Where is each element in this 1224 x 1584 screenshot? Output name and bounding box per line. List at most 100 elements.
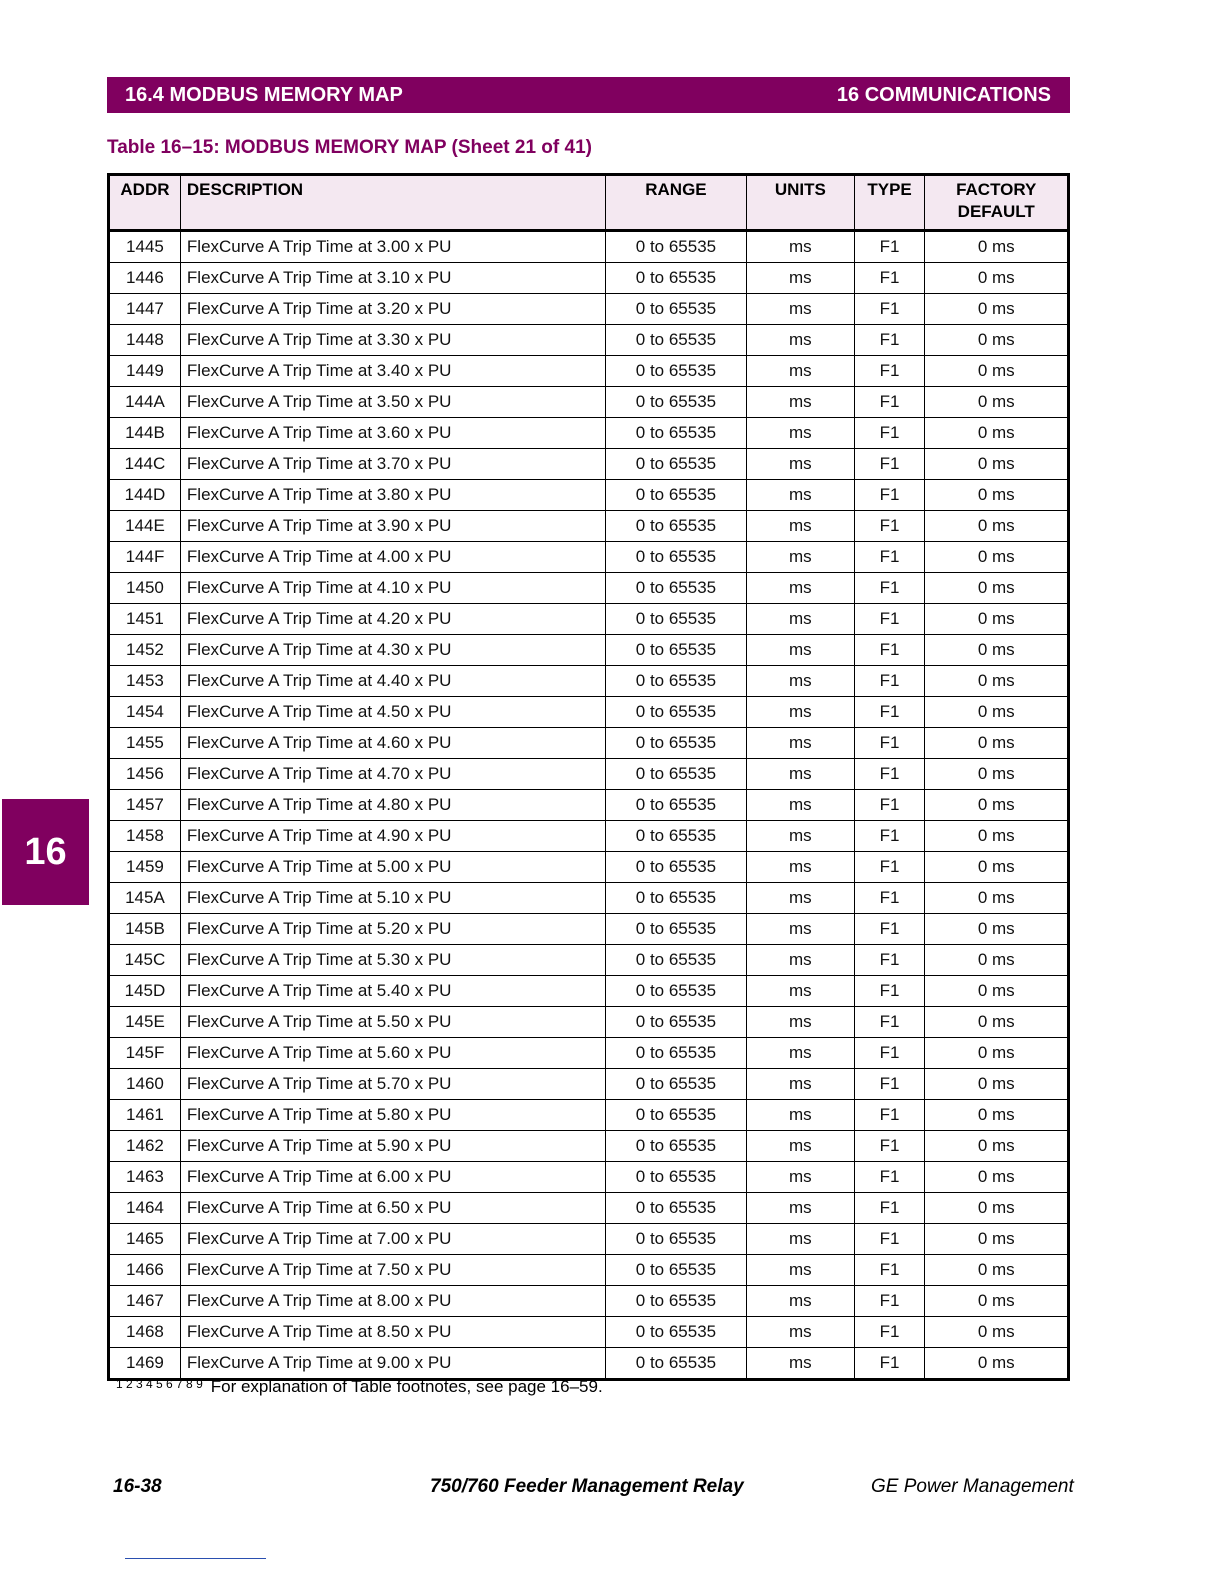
cell-range: 0 to 65535 — [604, 510, 747, 542]
cell-units: ms — [746, 634, 855, 666]
footnote-marks: 1 2 3 4 5 6 7 8 9 — [116, 1377, 203, 1391]
cell-units: ms — [746, 324, 855, 356]
cell-addr: 1469 — [108, 1347, 181, 1380]
cell-units: ms — [746, 944, 855, 976]
table-row: 1448 FlexCurve A Trip Time at 3.30 x PU 0 … — [108, 324, 1069, 356]
table-row: 1466 FlexCurve A Trip Time at 7.50 x PU 0 … — [108, 1254, 1069, 1286]
cell-description: FlexCurve A Trip Time at 4.70 x PU — [179, 758, 606, 790]
section-header-bar: 16.4 MODBUS MEMORY MAP 16 COMMUNICATIONS — [107, 77, 1070, 113]
cell-default: 0 ms — [924, 944, 1069, 976]
cell-range: 0 to 65535 — [604, 1161, 747, 1193]
cell-range: 0 to 65535 — [604, 479, 747, 511]
cell-type: F1 — [853, 355, 925, 387]
footer-company: GE Power Management — [871, 1476, 1074, 1497]
cell-default: 0 ms — [924, 293, 1069, 325]
cell-addr: 145F — [108, 1037, 181, 1069]
cell-addr: 1450 — [108, 572, 181, 604]
cell-units: ms — [746, 851, 855, 883]
table-header-row: ADDR DESCRIPTION RANGE UNITS TYPE FACTOR… — [108, 174, 1069, 232]
cell-addr: 1451 — [108, 603, 181, 635]
cell-range: 0 to 65535 — [604, 603, 747, 635]
cell-addr: 1462 — [108, 1130, 181, 1162]
cell-default: 0 ms — [924, 696, 1069, 728]
cell-range: 0 to 65535 — [604, 758, 747, 790]
cell-default: 0 ms — [924, 882, 1069, 914]
cell-addr: 1463 — [108, 1161, 181, 1193]
table-row: 1465 FlexCurve A Trip Time at 7.00 x PU 0 … — [108, 1223, 1069, 1255]
cell-default: 0 ms — [924, 603, 1069, 635]
cell-default: 0 ms — [924, 1161, 1069, 1193]
bottom-rule — [125, 1558, 266, 1559]
cell-type: F1 — [853, 1130, 925, 1162]
cell-units: ms — [746, 727, 855, 759]
cell-range: 0 to 65535 — [604, 1037, 747, 1069]
cell-range: 0 to 65535 — [604, 293, 747, 325]
cell-addr: 1461 — [108, 1099, 181, 1131]
table-row: 1459 FlexCurve A Trip Time at 5.00 x PU 0 … — [108, 851, 1069, 883]
cell-addr: 1445 — [108, 230, 181, 263]
col-factory-default: FACTORY DEFAULT — [924, 174, 1069, 232]
cell-addr: 1448 — [108, 324, 181, 356]
table-row: 144A FlexCurve A Trip Time at 3.50 x PU 0 … — [108, 386, 1069, 418]
cell-default: 0 ms — [924, 1068, 1069, 1100]
cell-default: 0 ms — [924, 975, 1069, 1007]
cell-description: FlexCurve A Trip Time at 5.50 x PU — [179, 1006, 606, 1038]
cell-type: F1 — [853, 696, 925, 728]
cell-default: 0 ms — [924, 758, 1069, 790]
cell-units: ms — [746, 1254, 855, 1286]
cell-type: F1 — [853, 1006, 925, 1038]
cell-addr: 1466 — [108, 1254, 181, 1286]
cell-default: 0 ms — [924, 479, 1069, 511]
cell-units: ms — [746, 479, 855, 511]
cell-type: F1 — [853, 913, 925, 945]
cell-range: 0 to 65535 — [604, 417, 747, 449]
cell-addr: 144E — [108, 510, 181, 542]
cell-range: 0 to 65535 — [604, 696, 747, 728]
table-row: 1469 FlexCurve A Trip Time at 9.00 x PU 0 … — [108, 1347, 1069, 1380]
cell-range: 0 to 65535 — [604, 820, 747, 852]
cell-range: 0 to 65535 — [604, 230, 747, 263]
footer-page-number: 16-38 — [113, 1476, 162, 1497]
table-row: 1461 FlexCurve A Trip Time at 5.80 x PU 0 … — [108, 1099, 1069, 1131]
cell-default: 0 ms — [924, 541, 1069, 573]
cell-range: 0 to 65535 — [604, 324, 747, 356]
cell-default: 0 ms — [924, 448, 1069, 480]
cell-units: ms — [746, 1099, 855, 1131]
cell-description: FlexCurve A Trip Time at 5.10 x PU — [179, 882, 606, 914]
cell-type: F1 — [853, 417, 925, 449]
cell-description: FlexCurve A Trip Time at 4.90 x PU — [179, 820, 606, 852]
table-row: 1462 FlexCurve A Trip Time at 5.90 x PU 0 … — [108, 1130, 1069, 1162]
cell-type: F1 — [853, 386, 925, 418]
cell-units: ms — [746, 820, 855, 852]
table-row: 144D FlexCurve A Trip Time at 3.80 x PU 0 … — [108, 479, 1069, 511]
cell-description: FlexCurve A Trip Time at 5.30 x PU — [179, 944, 606, 976]
cell-addr: 145C — [108, 944, 181, 976]
cell-units: ms — [746, 1192, 855, 1224]
col-addr: ADDR — [108, 174, 181, 232]
cell-units: ms — [746, 1161, 855, 1193]
cell-addr: 1446 — [108, 262, 181, 294]
cell-type: F1 — [853, 541, 925, 573]
table-row: 1463 FlexCurve A Trip Time at 6.00 x PU 0 … — [108, 1161, 1069, 1193]
cell-units: ms — [746, 230, 855, 263]
cell-units: ms — [746, 355, 855, 387]
cell-addr: 144C — [108, 448, 181, 480]
cell-addr: 1458 — [108, 820, 181, 852]
cell-range: 0 to 65535 — [604, 1068, 747, 1100]
cell-type: F1 — [853, 665, 925, 697]
cell-range: 0 to 65535 — [604, 975, 747, 1007]
cell-units: ms — [746, 975, 855, 1007]
cell-units: ms — [746, 1037, 855, 1069]
table-row: 144F FlexCurve A Trip Time at 4.00 x PU 0 … — [108, 541, 1069, 573]
cell-units: ms — [746, 510, 855, 542]
cell-range: 0 to 65535 — [604, 1130, 747, 1162]
cell-range: 0 to 65535 — [604, 1192, 747, 1224]
cell-type: F1 — [853, 1068, 925, 1100]
cell-units: ms — [746, 603, 855, 635]
cell-description: FlexCurve A Trip Time at 4.50 x PU — [179, 696, 606, 728]
cell-type: F1 — [853, 1285, 925, 1317]
cell-units: ms — [746, 386, 855, 418]
cell-units: ms — [746, 572, 855, 604]
table-row: 1450 FlexCurve A Trip Time at 4.10 x PU 0 … — [108, 572, 1069, 604]
cell-default: 0 ms — [924, 1223, 1069, 1255]
